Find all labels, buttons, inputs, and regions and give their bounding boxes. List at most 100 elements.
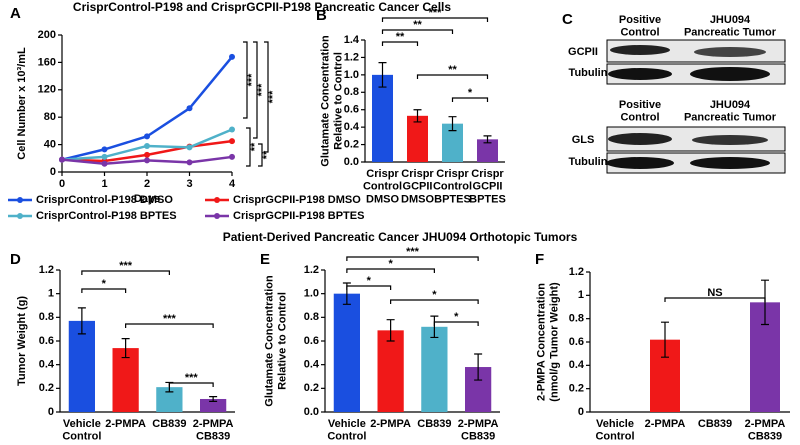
y-tick-label: 1.2 — [569, 266, 584, 278]
legend-label: CrisprGCPII-P198 DMSO — [233, 194, 361, 206]
point — [59, 156, 65, 163]
sig-bracket — [664, 297, 766, 302]
y-tick-label: 120 — [38, 84, 56, 96]
sig-bracket — [433, 321, 479, 326]
error-bar — [413, 109, 422, 123]
x-tick-label: Crispr GCPII DMSO — [401, 168, 434, 205]
sig-label: *** — [119, 260, 133, 272]
point — [229, 138, 235, 145]
sig-bracket — [125, 323, 214, 328]
sig-bracket — [381, 17, 489, 22]
bar — [477, 139, 498, 162]
error-bar — [483, 135, 492, 144]
y-tick-label: 0.2 — [344, 138, 359, 150]
x-tick-label: 0 — [59, 178, 65, 190]
sig-bracket — [451, 97, 489, 102]
sig-bracket — [416, 74, 489, 79]
y-tick-label: 0.8 — [569, 313, 584, 325]
sig-label: *** — [163, 313, 177, 325]
bar — [421, 326, 448, 412]
sig-label: ** — [249, 142, 261, 151]
sig-label: *** — [185, 372, 199, 384]
x-tick-label: 2-PMPA — [105, 418, 146, 430]
x-tick-label: 3 — [186, 178, 192, 190]
point — [229, 126, 235, 133]
sig-bracket — [346, 285, 392, 290]
blot-band — [690, 157, 770, 169]
y-tick-label: 1.2 — [344, 51, 359, 63]
bar — [377, 330, 404, 412]
error-bar — [661, 321, 669, 358]
panel-label: F — [535, 251, 544, 268]
sig-bracket — [243, 41, 248, 119]
y-tick-label: 0 — [50, 166, 56, 178]
x-tick-label: 4 — [229, 178, 236, 190]
x-tick-label: Vehicle Control — [62, 418, 101, 443]
legend-label: CrisprControl-P198 BPTES — [36, 210, 177, 222]
sig-label: *** — [429, 7, 443, 19]
point — [101, 160, 108, 167]
axis — [61, 35, 232, 173]
point — [186, 144, 193, 151]
bar — [333, 293, 360, 412]
bar — [372, 74, 393, 162]
x-tick-label: 2-PMPA — [370, 418, 411, 430]
sig-bracket — [346, 268, 435, 273]
sig-label: *** — [406, 246, 420, 258]
y-tick-label: 40 — [44, 139, 56, 151]
y-tick-label: 1 — [578, 289, 584, 301]
figure-title: CrisprControl-P198 and CrisprGCPII-P198 … — [73, 0, 451, 14]
y-axis-label: Glutamate ConcentrationRelative to Contr… — [264, 275, 289, 407]
sig-label: * — [454, 311, 459, 323]
sig-bracket — [168, 382, 214, 387]
x-tick-label: 2-PMPA CB839 — [458, 418, 499, 443]
legend-swatch — [17, 197, 23, 203]
panel-label: B — [316, 7, 327, 24]
y-axis-label: Cell Number x 10³/mL — [16, 47, 28, 160]
sig-bracket — [346, 256, 479, 261]
blot-row: Tubulin — [569, 156, 608, 168]
sig-bracket — [381, 41, 419, 46]
sig-label: ** — [413, 19, 422, 31]
blot-band — [610, 45, 670, 55]
x-tick-label: Vehicle Control — [595, 418, 634, 443]
y-tick-label: 1.0 — [304, 288, 319, 300]
legend-swatch — [17, 213, 23, 219]
error-bar — [209, 396, 218, 402]
error-bar — [77, 307, 86, 335]
legend-swatch — [214, 197, 220, 203]
y-tick-label: 1.2 — [304, 264, 319, 276]
y-tick-label: 0.6 — [569, 336, 584, 348]
x-tick-label: Crispr GCPII BPTES — [469, 168, 506, 205]
x-tick-label: CB839 — [417, 418, 451, 430]
y-tick-label: 0.6 — [344, 104, 359, 116]
x-tick-label: CB839 — [152, 418, 186, 430]
blot-row: GLS — [572, 134, 595, 146]
x-tick-label: 2-PMPA — [645, 418, 686, 430]
y-axis-label: 2-PMPA Concentration(nmol/g Tumor Weight… — [536, 282, 561, 402]
x-tick-label: 2 — [144, 178, 150, 190]
x-tick-label: Crispr Control BPTES — [433, 168, 472, 205]
blot-column: JHU094 Pancreatic Tumor — [684, 14, 777, 39]
sig-label: * — [388, 258, 393, 270]
error-bar — [121, 338, 130, 359]
y-axis-label: Glutamate ConcentrationRelative to Contr… — [320, 35, 345, 167]
x-tick-label: Crispr Control DMSO — [363, 168, 402, 205]
y-tick-label: 0.2 — [569, 383, 584, 395]
point — [144, 157, 150, 164]
y-tick-label: 80 — [44, 111, 56, 123]
sig-label: * — [102, 278, 107, 290]
y-tick-label: 1 — [48, 288, 54, 300]
y-tick-label: 0 — [48, 406, 54, 418]
point — [144, 151, 150, 158]
sig-label: *** — [246, 73, 258, 87]
x-tick-label: 2-PMPA CB839 — [193, 418, 234, 443]
blot-panel: C Positive Control JHU094 Pancreatic Tumor… — [562, 11, 786, 174]
y-axis-label: Tumor Weight (g) — [16, 296, 28, 386]
y-tick-label: 0.0 — [344, 156, 359, 168]
error-bar — [761, 279, 769, 326]
sig-label: NS — [707, 287, 722, 299]
bar — [442, 123, 463, 162]
x-tick-label: 2-PMPA CB839 — [745, 418, 786, 443]
